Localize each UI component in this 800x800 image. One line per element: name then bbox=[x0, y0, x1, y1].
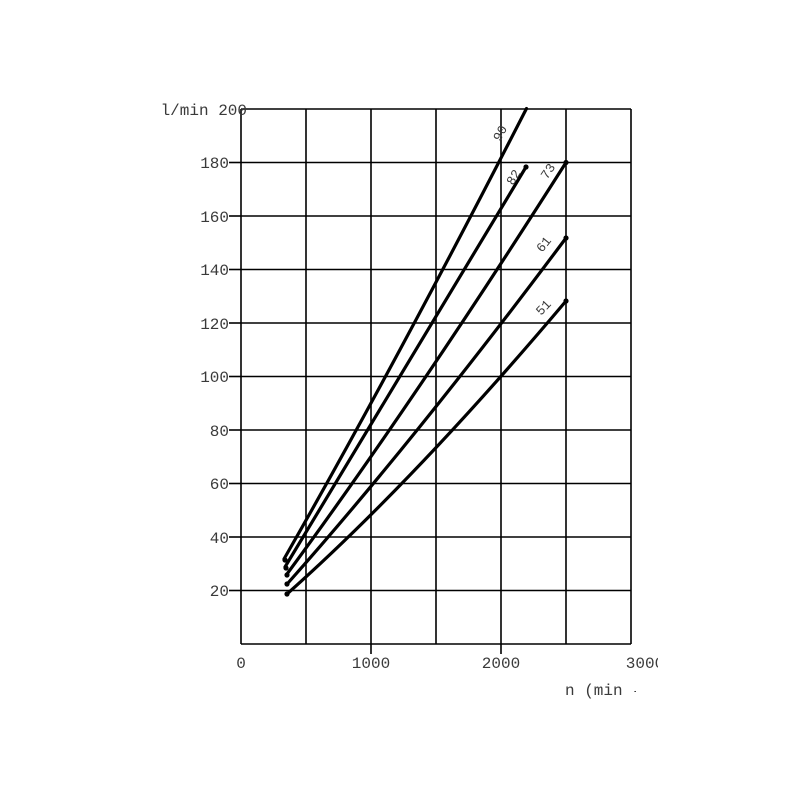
svg-text:100: 100 bbox=[200, 369, 229, 387]
svg-text:160: 160 bbox=[200, 209, 229, 227]
svg-text:n (min -1): n (min -1) bbox=[565, 682, 657, 700]
svg-text:140: 140 bbox=[200, 262, 229, 280]
svg-text:40: 40 bbox=[210, 530, 229, 548]
svg-text:80: 80 bbox=[210, 423, 229, 441]
svg-text:61: 61 bbox=[533, 234, 555, 256]
svg-text:l/min 200: l/min 200 bbox=[161, 102, 247, 120]
svg-text:120: 120 bbox=[200, 316, 229, 334]
svg-text:82: 82 bbox=[504, 167, 525, 188]
svg-text:180: 180 bbox=[200, 155, 229, 173]
svg-text:51: 51 bbox=[533, 297, 555, 319]
svg-text:2000: 2000 bbox=[482, 655, 520, 673]
svg-text:90: 90 bbox=[490, 123, 511, 144]
svg-text:60: 60 bbox=[210, 476, 229, 494]
svg-text:3000: 3000 bbox=[626, 655, 664, 673]
svg-text:0: 0 bbox=[236, 655, 246, 673]
svg-text:20: 20 bbox=[210, 583, 229, 601]
svg-text:1000: 1000 bbox=[352, 655, 390, 673]
